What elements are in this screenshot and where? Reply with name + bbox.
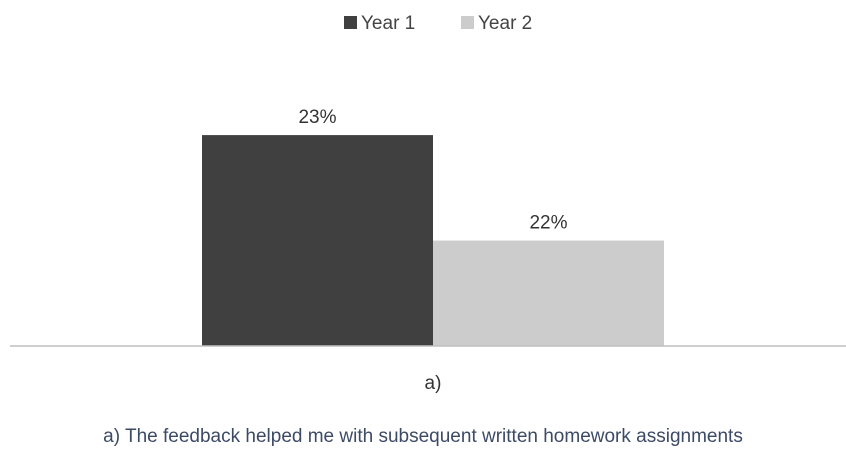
figure-caption: a) The feedback helped me with subsequen… [103,426,743,447]
bar-year-2 [433,240,664,346]
data-label-year-2: 22% [529,213,567,234]
legend-swatch-year-1 [344,16,357,29]
bars [202,135,664,346]
legend-swatch-year-2 [461,16,474,29]
x-tick-labels: a) [425,373,442,394]
bar-year-1 [202,135,433,346]
x-tick-label: a) [425,373,442,394]
data-labels: 23% 22% [298,107,567,233]
legend-label-year-1: Year 1 [361,13,415,34]
legend-label-year-2: Year 2 [478,13,532,34]
legend: Year 1 Year 2 [344,13,532,34]
data-label-year-1: 23% [298,107,336,128]
